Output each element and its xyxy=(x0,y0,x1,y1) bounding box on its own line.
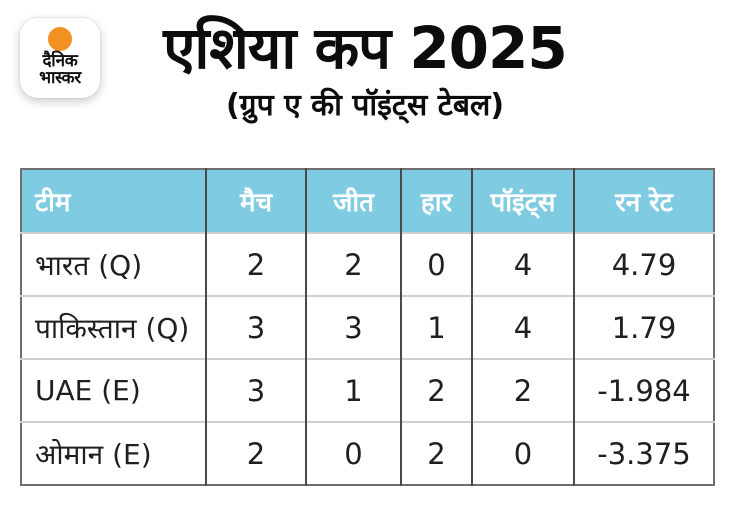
col-header-points: पॉइंट्स xyxy=(471,169,574,233)
wins-cell: 0 xyxy=(305,421,401,485)
points-cell: 2 xyxy=(471,358,574,422)
col-header-wins: जीत xyxy=(305,169,401,233)
run-rate-cell: 4.79 xyxy=(573,232,714,296)
header-row: टीम मैच जीत हार पॉइंट्स रन रेट xyxy=(21,169,714,233)
table-body: भारत (Q) 2 2 0 4 4.79 पाकिस्तान (Q) 3 3 … xyxy=(21,232,714,485)
heading-block: एशिया कप 2025 (ग्रुप ए की पॉइंट्स टेबल) xyxy=(0,18,730,122)
run-rate-cell: -3.375 xyxy=(573,421,714,485)
team-cell: ओमान (E) xyxy=(21,421,206,485)
losses-cell: 0 xyxy=(400,232,472,296)
table-header: टीम मैच जीत हार पॉइंट्स रन रेट xyxy=(21,169,714,233)
row-india: भारत (Q) 2 2 0 4 4.79 xyxy=(21,232,714,296)
page-subtitle: (ग्रुप ए की पॉइंट्स टेबल) xyxy=(225,87,505,123)
points-cell: 4 xyxy=(471,295,574,359)
logo-line1: दैनिक xyxy=(42,51,78,71)
row-pakistan: पाकिस्तान (Q) 3 3 1 4 1.79 xyxy=(21,295,714,359)
run-rate-cell: 1.79 xyxy=(573,295,714,359)
wins-cell: 2 xyxy=(305,232,401,296)
col-header-losses: हार xyxy=(400,169,472,233)
points-cell: 0 xyxy=(471,421,574,485)
losses-cell: 2 xyxy=(400,358,472,422)
col-header-matches: मैच xyxy=(205,169,306,233)
col-header-run-rate: रन रेट xyxy=(573,169,714,233)
wins-cell: 1 xyxy=(305,358,401,422)
matches-cell: 3 xyxy=(205,295,306,359)
sun-dot-icon xyxy=(48,27,72,51)
dainik-bhaskar-logo: दैनिक भास्कर xyxy=(20,18,100,98)
page-title: एशिया कप 2025 xyxy=(163,14,568,82)
matches-cell: 2 xyxy=(205,232,306,296)
losses-cell: 1 xyxy=(400,295,472,359)
logo-line2: भास्कर xyxy=(39,67,81,88)
points-cell: 4 xyxy=(471,232,574,296)
row-oman: ओमान (E) 2 0 2 0 -3.375 xyxy=(21,421,714,485)
row-uae: UAE (E) 3 1 2 2 -1.984 xyxy=(21,358,714,422)
points-table: टीम मैच जीत हार पॉइंट्स रन रेट भारत (Q) … xyxy=(20,168,715,486)
run-rate-cell: -1.984 xyxy=(573,358,714,422)
matches-cell: 2 xyxy=(205,421,306,485)
losses-cell: 2 xyxy=(400,421,472,485)
team-cell: भारत (Q) xyxy=(21,232,206,296)
wins-cell: 3 xyxy=(305,295,401,359)
team-cell: पाकिस्तान (Q) xyxy=(21,295,206,359)
team-cell: UAE (E) xyxy=(21,358,206,422)
col-header-team: टीम xyxy=(21,169,206,233)
matches-cell: 3 xyxy=(205,358,306,422)
logo-text: दैनिक भास्कर xyxy=(39,53,81,86)
